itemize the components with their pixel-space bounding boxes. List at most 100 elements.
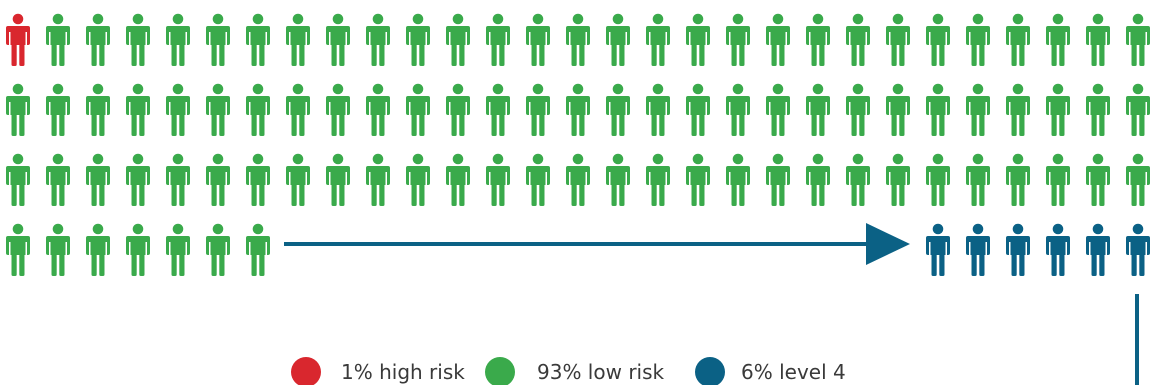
person-icon-low-risk xyxy=(286,153,310,206)
person-icon-low-risk xyxy=(726,13,750,66)
person-icon-low-risk xyxy=(206,83,230,136)
person-icon-low-risk xyxy=(446,153,470,206)
person-icon-level-4 xyxy=(926,223,950,276)
person-icon-low-risk xyxy=(166,83,190,136)
person-icon-low-risk xyxy=(806,83,830,136)
person-icon-low-risk xyxy=(806,13,830,66)
legend: 1% high risk 93% low risk 6% level 4 xyxy=(291,357,846,385)
person-icon-low-risk xyxy=(246,13,270,66)
person-icon-low-risk xyxy=(606,13,630,66)
person-icon-low-risk xyxy=(766,83,790,136)
person-icon-low-risk xyxy=(646,13,670,66)
person-icon-low-risk xyxy=(926,83,950,136)
person-icon-low-risk xyxy=(766,13,790,66)
person-icon-low-risk xyxy=(406,153,430,206)
person-icon-low-risk xyxy=(126,153,150,206)
person-icon-low-risk xyxy=(326,83,350,136)
person-icon-low-risk xyxy=(846,13,870,66)
legend-label-high-risk: 1% high risk xyxy=(341,360,465,384)
person-icon-level-4 xyxy=(966,223,990,276)
person-icon-low-risk xyxy=(606,83,630,136)
person-icon-low-risk xyxy=(1086,153,1110,206)
person-icon-low-risk xyxy=(366,153,390,206)
person-icon-low-risk xyxy=(726,153,750,206)
person-icons xyxy=(6,13,1150,276)
person-icon-low-risk xyxy=(86,13,110,66)
person-icon-low-risk xyxy=(46,13,70,66)
person-icon-low-risk xyxy=(286,13,310,66)
person-icon-low-risk xyxy=(6,223,30,276)
person-icon-low-risk xyxy=(206,153,230,206)
person-icon-level-4 xyxy=(1006,223,1030,276)
person-icon-low-risk xyxy=(646,153,670,206)
person-icon-high-risk xyxy=(6,13,30,66)
person-icon-low-risk xyxy=(246,223,270,276)
person-icon-low-risk xyxy=(886,153,910,206)
person-icon-low-risk xyxy=(206,13,230,66)
person-icon-low-risk xyxy=(446,83,470,136)
person-icon-low-risk xyxy=(86,223,110,276)
person-icon-low-risk xyxy=(406,83,430,136)
person-icon-low-risk xyxy=(166,13,190,66)
person-icon-low-risk xyxy=(1006,13,1030,66)
person-icon-low-risk xyxy=(286,83,310,136)
person-icon-level-4 xyxy=(1086,223,1110,276)
person-icon-low-risk xyxy=(126,223,150,276)
person-icon-low-risk xyxy=(1046,83,1070,136)
person-icon-low-risk xyxy=(726,83,750,136)
legend-dot-high-risk xyxy=(291,357,321,385)
person-icon-level-4 xyxy=(1046,223,1070,276)
person-icon-low-risk xyxy=(806,153,830,206)
person-icon-low-risk xyxy=(326,13,350,66)
person-icon-low-risk xyxy=(166,153,190,206)
person-icon-low-risk xyxy=(406,13,430,66)
person-icon-low-risk xyxy=(486,13,510,66)
person-icon-low-risk xyxy=(366,13,390,66)
person-icon-low-risk xyxy=(446,13,470,66)
person-icon-low-risk xyxy=(1086,13,1110,66)
legend-label-low-risk: 93% low risk xyxy=(537,360,665,384)
person-icon-low-risk xyxy=(646,83,670,136)
person-icon-low-risk xyxy=(206,223,230,276)
person-icon-low-risk xyxy=(46,153,70,206)
person-icon-low-risk xyxy=(1126,153,1150,206)
person-icon-low-risk xyxy=(526,83,550,136)
person-icon-low-risk xyxy=(1086,83,1110,136)
person-icon-low-risk xyxy=(926,153,950,206)
person-icon-low-risk xyxy=(166,223,190,276)
person-icon-low-risk xyxy=(566,13,590,66)
person-icon-low-risk xyxy=(1046,13,1070,66)
person-icon-low-risk xyxy=(566,83,590,136)
person-icon-low-risk xyxy=(966,83,990,136)
legend-label-level-4: 6% level 4 xyxy=(741,360,846,384)
person-icon-low-risk xyxy=(246,83,270,136)
person-icon-low-risk xyxy=(966,153,990,206)
arrow-head xyxy=(866,223,910,265)
person-icon-low-risk xyxy=(606,153,630,206)
person-icon-low-risk xyxy=(246,153,270,206)
person-icon-low-risk xyxy=(566,153,590,206)
person-icon-low-risk xyxy=(486,153,510,206)
person-icon-low-risk xyxy=(6,83,30,136)
legend-dot-level-4 xyxy=(695,357,725,385)
person-icon-low-risk xyxy=(1126,83,1150,136)
person-icon-low-risk xyxy=(126,83,150,136)
person-icon-low-risk xyxy=(526,13,550,66)
person-icon-low-risk xyxy=(846,83,870,136)
person-icon-low-risk xyxy=(526,153,550,206)
person-icon-low-risk xyxy=(846,153,870,206)
flow-arrows xyxy=(284,223,1139,385)
person-icon-low-risk xyxy=(686,83,710,136)
person-icon-low-risk xyxy=(6,153,30,206)
person-icon-low-risk xyxy=(366,83,390,136)
person-icon-low-risk xyxy=(486,83,510,136)
person-icon-low-risk xyxy=(686,13,710,66)
person-icon-low-risk xyxy=(766,153,790,206)
person-icon-level-4 xyxy=(1126,223,1150,276)
person-icon-low-risk xyxy=(86,153,110,206)
person-icon-low-risk xyxy=(86,83,110,136)
person-icon-low-risk xyxy=(46,83,70,136)
person-icon-low-risk xyxy=(966,13,990,66)
person-icon-low-risk xyxy=(46,223,70,276)
